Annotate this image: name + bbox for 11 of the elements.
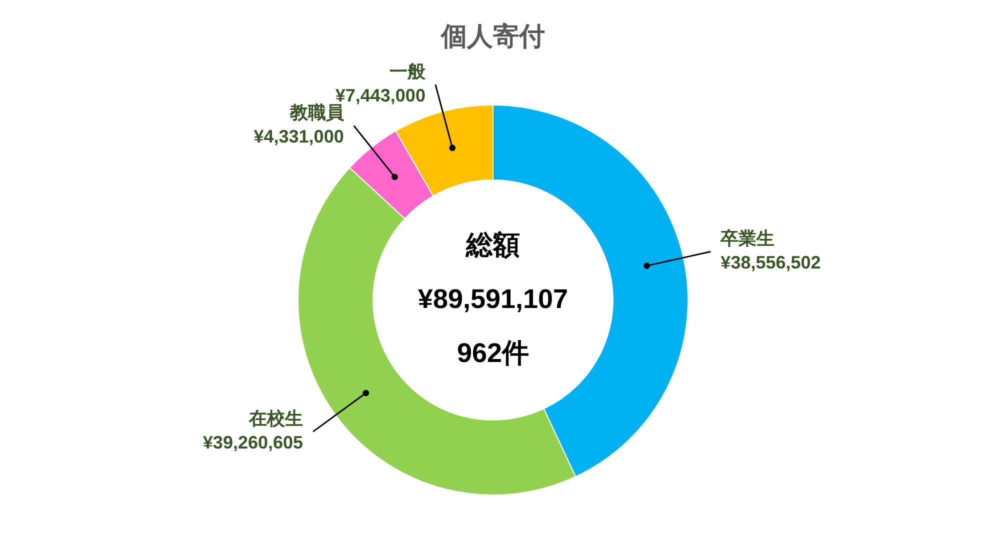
text: ¥89,591,107 [418,284,568,314]
slice-label: 卒業生 [720,228,775,249]
data-label: ¥4,331,000 [254,126,344,147]
data-label: ¥38,556,502 [720,252,821,273]
slice-label: 一般 [389,62,426,82]
text: 総額 [465,230,520,260]
text: 962件 [456,338,530,368]
slice-label: 在校生 [248,408,304,429]
data-label: ¥39,260,605 [202,432,304,453]
chart-title: 個人寄付 [440,21,545,51]
slice-label: 教職員 [288,102,345,123]
